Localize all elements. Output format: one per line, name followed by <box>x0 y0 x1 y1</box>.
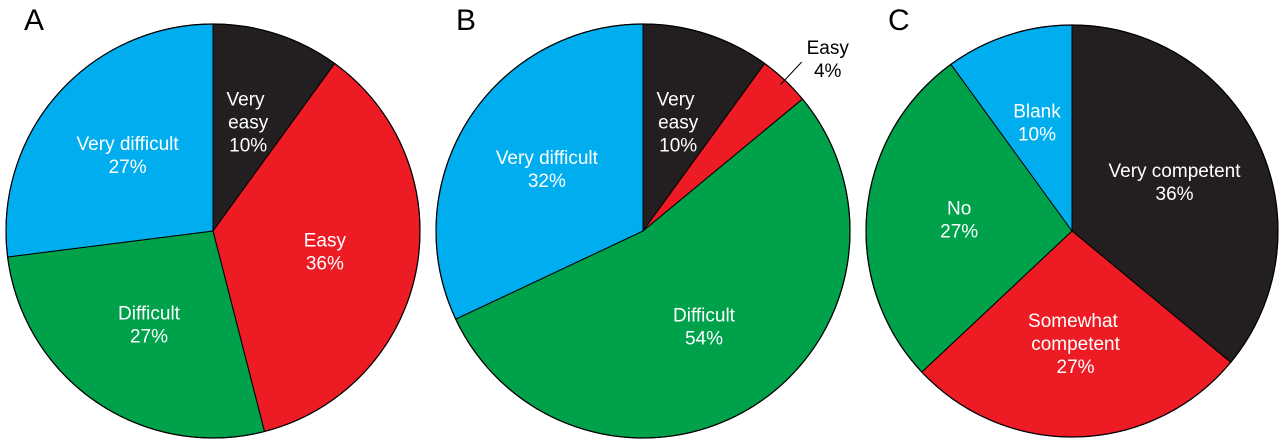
slice-value-label: 36% <box>1156 184 1194 205</box>
pie-outline <box>435 23 851 439</box>
chart-title: B <box>456 4 476 37</box>
slice-label: Difficult <box>673 305 736 326</box>
slice-label: Very competent <box>1109 161 1242 182</box>
slice-label: Somewhat competent <box>1028 311 1123 355</box>
leader-line <box>780 61 803 85</box>
slice-label: Easy <box>304 231 347 252</box>
slice-label: Difficult <box>118 303 181 324</box>
slice-value-label: 27% <box>109 157 147 178</box>
slice-label: No <box>947 199 971 220</box>
slice-label: Very difficult <box>77 134 180 155</box>
slice-value-label: 36% <box>306 254 344 275</box>
pie-outline <box>5 23 421 439</box>
slice-label: Blank <box>1013 101 1061 122</box>
slice-value-label: 27% <box>940 222 978 243</box>
slice-value-label: 4% <box>814 61 842 82</box>
chart-title: A <box>24 4 44 37</box>
slice-label: Very difficult <box>496 148 599 169</box>
slice-value-label: 27% <box>1057 357 1095 378</box>
slice-label: Easy <box>807 38 850 59</box>
slice-value-label: 27% <box>130 326 168 347</box>
slice-value-label: 10% <box>659 135 697 156</box>
slice-label: Very easy <box>657 89 700 133</box>
slice-label: Very easy <box>227 89 270 133</box>
slice-value-label: 10% <box>1018 124 1056 145</box>
pie-outline <box>865 24 1279 438</box>
slice-value-label: 54% <box>685 328 723 349</box>
slice-value-label: 10% <box>229 135 267 156</box>
chart-title: C <box>888 4 910 37</box>
slice-value-label: 32% <box>528 171 566 192</box>
